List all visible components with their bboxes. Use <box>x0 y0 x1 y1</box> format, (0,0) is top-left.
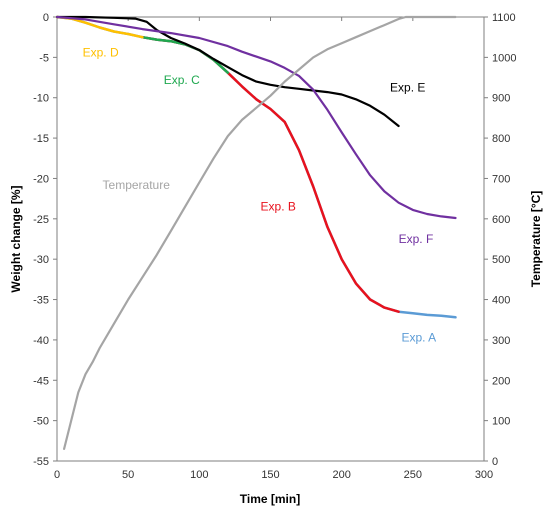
y-left-tick-label: -50 <box>33 416 49 428</box>
series-label-exp-c: Exp. C <box>164 73 200 87</box>
series-label-exp-f: Exp. F <box>399 232 434 246</box>
series-label-exp-e: Exp. E <box>390 80 425 94</box>
series-line-temperature <box>62 15 457 450</box>
series-lines <box>55 15 457 450</box>
series-labels: Exp. A Exp. B Exp. C Exp. D Exp. E Exp. F Temp… <box>83 46 437 345</box>
y-right-axis-title: Temperature [°C] <box>529 191 543 288</box>
y-left-tick-label: -35 <box>33 295 49 307</box>
series-label-exp-d: Exp. D <box>83 46 119 60</box>
y-left-tick-label: -30 <box>33 254 49 266</box>
series-label-exp-a: Exp. A <box>401 331 436 345</box>
y-right-tick-label: 500 <box>492 254 510 266</box>
y-right-tick-label: 1000 <box>492 52 516 64</box>
y-left-tick-label: -10 <box>33 93 49 105</box>
y-left-tick-label: -40 <box>33 335 49 347</box>
y-left-tick-labels: 0 -5 -10 -15 -20 -25 -30 -35 -40 -45 -50 -55 <box>33 12 57 468</box>
y-right-tick-labels: 0 100 200 300 400 500 600 700 800 900 1000 1100 <box>484 12 516 468</box>
y-right-tick-label: 0 <box>492 456 498 468</box>
x-tick-label: 300 <box>475 469 493 481</box>
series-label-exp-b: Exp. B <box>261 200 296 214</box>
series-line-exp-f <box>55 15 457 220</box>
y-left-tick-label: -45 <box>33 375 49 387</box>
y-right-tick-label: 700 <box>492 173 510 185</box>
y-right-tick-label: 900 <box>492 93 510 105</box>
series-line-exp-e <box>55 15 400 128</box>
y-left-tick-label: -55 <box>33 456 49 468</box>
x-tick-label: 200 <box>332 469 350 481</box>
y-right-tick-label: 300 <box>492 335 510 347</box>
x-tick-label: 250 <box>404 469 422 481</box>
y-left-tick-label: -20 <box>33 173 49 185</box>
x-tick-label: 150 <box>261 469 279 481</box>
x-tick-label: 100 <box>190 469 208 481</box>
y-right-tick-label: 800 <box>492 133 510 145</box>
x-axis-title: Time [min] <box>240 492 300 506</box>
y-left-tick-label: 0 <box>43 12 49 24</box>
x-tick-label: 0 <box>54 469 60 481</box>
y-left-tick-label: -15 <box>33 133 49 145</box>
x-tick-labels: 0 50 100 150 200 250 300 <box>54 17 493 481</box>
y-left-tick-label: -5 <box>39 52 49 64</box>
y-right-tick-label: 100 <box>492 416 510 428</box>
series-line-exp-a <box>55 15 457 319</box>
x-tick-label: 50 <box>122 469 134 481</box>
series-label-temperature: Temperature <box>103 178 171 192</box>
y-right-tick-label: 1100 <box>492 12 516 24</box>
y-right-tick-label: 400 <box>492 295 510 307</box>
y-right-tick-label: 600 <box>492 214 510 226</box>
y-left-tick-label: -25 <box>33 214 49 226</box>
y-right-tick-label: 200 <box>492 375 510 387</box>
y-left-axis-title: Weight change [%] <box>9 185 23 292</box>
